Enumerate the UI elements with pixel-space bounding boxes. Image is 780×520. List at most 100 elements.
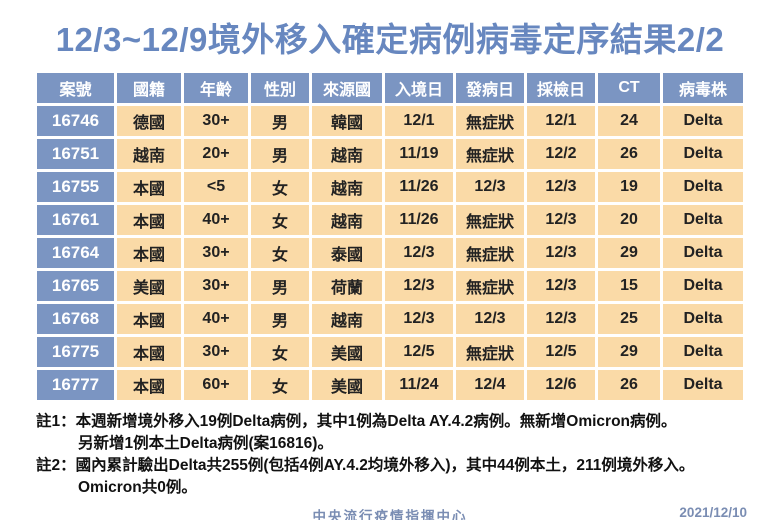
data-cell: 30+ <box>184 337 248 367</box>
data-cell: 本國 <box>117 370 181 400</box>
data-cell: 本國 <box>117 205 181 235</box>
data-cell: 越南 <box>312 304 382 334</box>
data-cell: 12/1 <box>385 106 453 136</box>
note-line: 註2：國內累計驗出Delta共255例(包括4例AY.4.2均境外移入)，其中4… <box>36 455 762 477</box>
data-cell: 11/26 <box>385 205 453 235</box>
data-cell: 12/3 <box>527 238 595 268</box>
notes-block: 註1：本週新增境外移入19例Delta病例，其中1例為Delta AY.4.2病… <box>36 411 762 499</box>
data-cell: 無症狀 <box>456 238 524 268</box>
data-cell: 12/3 <box>527 304 595 334</box>
column-header: 來源國 <box>312 73 382 103</box>
note: 註1：本週新增境外移入19例Delta病例，其中1例為Delta AY.4.2病… <box>36 411 762 455</box>
case-number-cell: 16761 <box>37 205 114 235</box>
data-cell: 本國 <box>117 337 181 367</box>
data-cell: 30+ <box>184 238 248 268</box>
note-text-continued: Omicron共0例。 <box>78 479 197 496</box>
data-cell: 12/3 <box>456 304 524 334</box>
data-cell: 29 <box>598 238 660 268</box>
column-header: CT <box>598 73 660 103</box>
data-cell: 美國 <box>312 370 382 400</box>
data-cell: Delta <box>663 238 743 268</box>
column-header: 發病日 <box>456 73 524 103</box>
data-cell: Delta <box>663 139 743 169</box>
data-cell: 12/1 <box>527 106 595 136</box>
data-cell: 26 <box>598 370 660 400</box>
footer-organization: 中央流行疫情指揮中心 <box>312 509 468 520</box>
case-number-cell: 16768 <box>37 304 114 334</box>
data-cell: 12/3 <box>385 271 453 301</box>
table-row: 16746 德國 30+ 男韓國 12/1 無症狀 12/1 24 Delta <box>37 106 743 136</box>
data-cell: 越南 <box>117 139 181 169</box>
case-number-cell: 16777 <box>37 370 114 400</box>
data-cell: 無症狀 <box>456 139 524 169</box>
data-cell: 無症狀 <box>456 205 524 235</box>
data-cell: Delta <box>663 172 743 202</box>
data-cell: Delta <box>663 370 743 400</box>
data-cell: Delta <box>663 304 743 334</box>
data-cell: 20+ <box>184 139 248 169</box>
data-cell: 29 <box>598 337 660 367</box>
virus-sequencing-table: 案號 國籍 年齡 性別 來源國 入境日 發病日 採檢日 CT 病毒株 16746 德國 30+ 男韓國 1… <box>34 70 746 403</box>
column-header: 國籍 <box>117 73 181 103</box>
data-cell: 12/3 <box>385 238 453 268</box>
data-cell: 12/3 <box>527 271 595 301</box>
data-cell: 越南 <box>312 205 382 235</box>
data-cell: 荷蘭 <box>312 271 382 301</box>
data-cell: 美國 <box>312 337 382 367</box>
note-text-continued: 另新增1例本土Delta病例(案16816)。 <box>78 435 333 452</box>
table-row: 16764 本國 30+ 女泰國 12/3 無症狀 12/3 29 Delta <box>37 238 743 268</box>
data-cell: 本國 <box>117 304 181 334</box>
table-row: 16761 本國 40+ 女越南 11/26 無症狀 12/3 20 Delta <box>37 205 743 235</box>
note-text: 本週新增境外移入19例Delta病例，其中1例為Delta AY.4.2病例。無… <box>75 413 677 430</box>
note-line: 註1：本週新增境外移入19例Delta病例，其中1例為Delta AY.4.2病… <box>36 411 762 433</box>
data-cell: 泰國 <box>312 238 382 268</box>
footer-date: 2021/12/10 <box>679 505 747 520</box>
column-header: 性別 <box>251 73 309 103</box>
data-cell: 11/19 <box>385 139 453 169</box>
data-cell: 40+ <box>184 205 248 235</box>
data-cell: 男 <box>251 271 309 301</box>
case-number-cell: 16764 <box>37 238 114 268</box>
data-cell: 德國 <box>117 106 181 136</box>
data-cell: 女 <box>251 172 309 202</box>
data-cell: 12/3 <box>385 304 453 334</box>
data-cell: 19 <box>598 172 660 202</box>
data-cell: 12/5 <box>527 337 595 367</box>
data-cell: <5 <box>184 172 248 202</box>
column-header: 案號 <box>37 73 114 103</box>
data-cell: 男 <box>251 304 309 334</box>
data-cell: 12/4 <box>456 370 524 400</box>
data-cell: 40+ <box>184 304 248 334</box>
data-cell: 11/24 <box>385 370 453 400</box>
page-title: 12/3~12/9境外移入確定病例病毒定序結果2/2 <box>55 21 725 58</box>
table-row: 16751 越南 20+ 男越南 11/19 無症狀 12/2 26 Delta <box>37 139 743 169</box>
case-number-cell: 16775 <box>37 337 114 367</box>
data-cell: 無症狀 <box>456 271 524 301</box>
data-cell: 越南 <box>312 139 382 169</box>
note-text: 國內累計驗出Delta共255例(包括4例AY.4.2均境外移入)，其中44例本… <box>75 457 695 474</box>
data-cell: Delta <box>663 205 743 235</box>
note: 註2：國內累計驗出Delta共255例(包括4例AY.4.2均境外移入)，其中4… <box>36 455 762 499</box>
data-cell: 本國 <box>117 238 181 268</box>
data-cell: 無症狀 <box>456 337 524 367</box>
table-row: 16755 本國 <5 女越南 11/26 12/3 12/3 19 Delta <box>37 172 743 202</box>
table-row: 16777 本國 60+ 女美國 11/24 12/4 12/6 26 Delta <box>37 370 743 400</box>
case-number-cell: 16765 <box>37 271 114 301</box>
data-cell: 12/2 <box>527 139 595 169</box>
data-cell: 30+ <box>184 271 248 301</box>
case-number-cell: 16746 <box>37 106 114 136</box>
data-cell: 60+ <box>184 370 248 400</box>
column-header: 採檢日 <box>527 73 595 103</box>
data-cell: 12/3 <box>527 172 595 202</box>
data-cell: 美國 <box>117 271 181 301</box>
column-header: 病毒株 <box>663 73 743 103</box>
table-row: 16765 美國 30+ 男荷蘭 12/3 無症狀 12/3 15 Delta <box>37 271 743 301</box>
data-cell: Delta <box>663 106 743 136</box>
data-cell: 越南 <box>312 172 382 202</box>
data-cell: 12/3 <box>527 205 595 235</box>
data-cell: 12/6 <box>527 370 595 400</box>
slide-page: 12/3~12/9境外移入確定病例病毒定序結果2/2 案號 國籍 年齡 性別 來源國 入境… <box>0 13 780 520</box>
data-cell: 韓國 <box>312 106 382 136</box>
data-cell: 20 <box>598 205 660 235</box>
table-row: 16775 本國 30+ 女美國 12/5 無症狀 12/5 29 Delta <box>37 337 743 367</box>
